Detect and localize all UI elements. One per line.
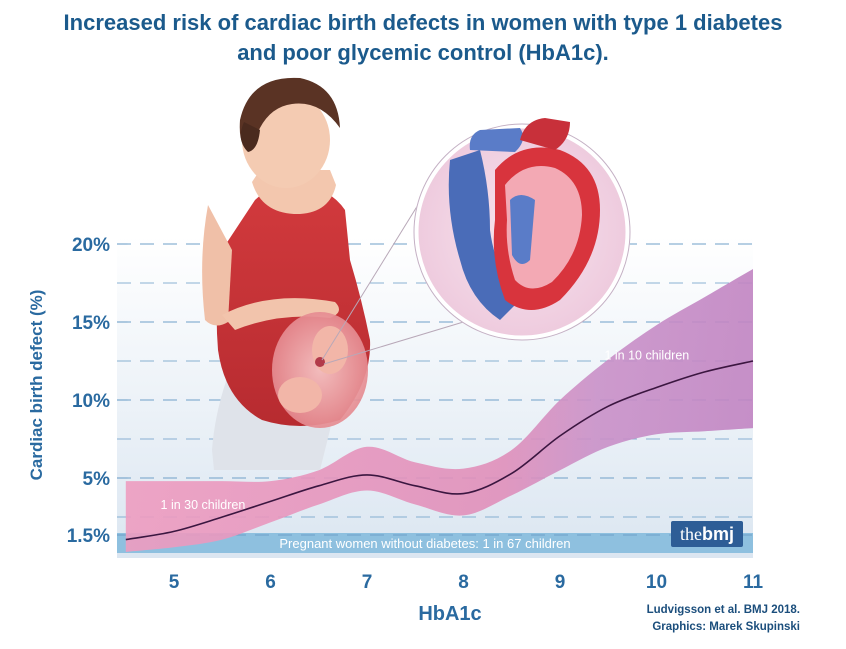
y-axis-label: Cardiac birth defect (%) — [27, 290, 46, 481]
x-tick-label: 5 — [169, 572, 180, 593]
x-tick-label: 6 — [265, 572, 276, 593]
risk-curve — [125, 360, 754, 541]
zoom-line-upper — [321, 199, 422, 361]
x-tick-label: 8 — [458, 572, 469, 593]
risk-annotation: 1 in 10 children — [604, 348, 689, 362]
zoom-line-lower — [323, 319, 471, 365]
x-tick-label: 10 — [646, 572, 667, 593]
source-credit: Ludvigsson et al. BMJ 2018. — [646, 604, 800, 616]
baseline-band — [117, 533, 753, 553]
heart-illustration — [413, 118, 631, 341]
x-tick-label: 7 — [362, 572, 373, 593]
confidence-band — [125, 269, 754, 552]
y-tick-label: 5% — [83, 469, 111, 490]
chart-title: Increased risk of cardiac birth defects … — [0, 8, 846, 68]
chart-title-line-1: Increased risk of cardiac birth defects … — [63, 10, 783, 35]
y-tick-label: 20% — [72, 235, 110, 256]
y-tick-label: 15% — [72, 313, 110, 334]
bmj-logo: thebmj — [671, 521, 743, 547]
x-tick-label: 9 — [555, 572, 566, 593]
x-tick-label: 11 — [743, 572, 764, 593]
logo-bold-text: bmj — [701, 524, 734, 544]
graphics-credit: Graphics: Marek Skupinski — [652, 621, 800, 633]
baseline-label: Pregnant women without diabetes: 1 in 67… — [279, 536, 570, 551]
pregnant-woman-illustration — [202, 77, 371, 470]
y-tick-label: 10% — [72, 391, 110, 412]
x-axis-label: HbA1c — [418, 603, 481, 625]
logo-light-text: the — [679, 524, 702, 544]
chart-title-line-2: and poor glycemic control (HbA1c). — [237, 40, 609, 65]
risk-annotation: 1 in 30 children — [161, 498, 246, 512]
y-tick-label: 1.5% — [67, 526, 110, 547]
